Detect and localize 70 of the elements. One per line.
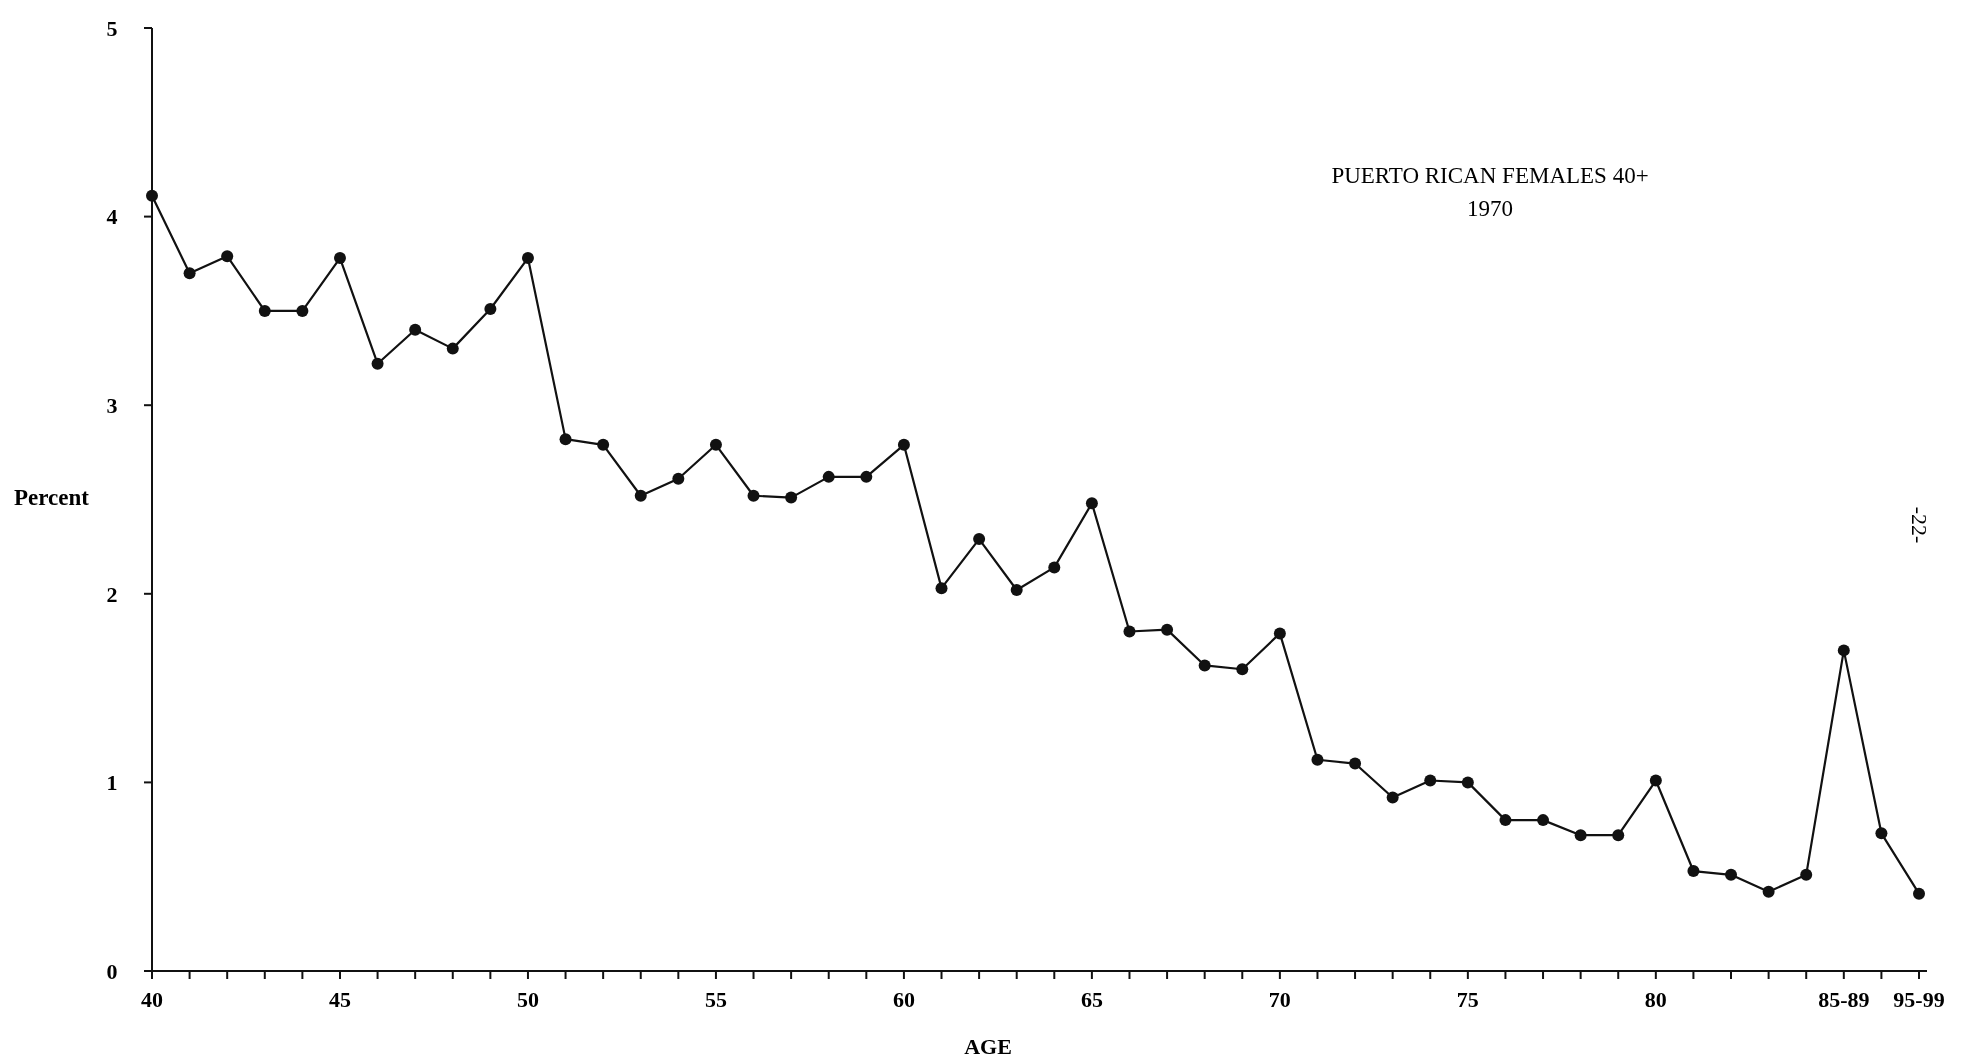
point: [559, 433, 572, 446]
point: [634, 489, 647, 502]
point: [333, 252, 346, 265]
point: [1273, 627, 1286, 640]
point: [860, 470, 873, 483]
y-tick-label: 0: [106, 958, 118, 984]
point: [1875, 827, 1888, 840]
point: [1424, 774, 1437, 787]
text: PUERTO RICAN FEMALES 40+: [1331, 163, 1649, 188]
point: [1048, 561, 1061, 574]
x-tick-label: 85-89: [1818, 987, 1870, 1012]
x-tick-label: 80: [1644, 987, 1667, 1012]
point: [747, 489, 760, 502]
point: [1010, 584, 1023, 597]
x-tick-label: 65: [1080, 987, 1103, 1012]
point: [1461, 776, 1474, 789]
point: [1725, 868, 1738, 881]
point: [973, 533, 986, 546]
y-axis-title: Percent: [14, 485, 90, 510]
point: [1574, 829, 1587, 842]
point: [935, 582, 948, 595]
x-tick-label: 40: [141, 987, 163, 1012]
point: [1311, 753, 1324, 766]
point: [1762, 885, 1775, 898]
x-tick-label: 50: [516, 987, 539, 1012]
point: [785, 491, 798, 504]
x-tick-label: 55: [704, 987, 727, 1012]
point: [1085, 497, 1098, 510]
point: [1913, 887, 1925, 900]
y-tick-label: 1: [106, 770, 118, 796]
point: [1349, 757, 1362, 770]
y-tick-label: 2: [106, 581, 118, 607]
x-tick-label: 75: [1456, 987, 1479, 1012]
point: [1800, 868, 1813, 881]
x-axis-title: AGE: [964, 1034, 1012, 1059]
point: [371, 357, 384, 370]
x-tick-label: 70: [1268, 987, 1291, 1012]
point: [484, 303, 497, 316]
y-tick-label: 4: [106, 204, 118, 230]
point: [1687, 865, 1700, 878]
text: 1970: [1467, 196, 1513, 221]
point: [258, 304, 271, 317]
point: [1123, 625, 1136, 638]
point: [1236, 663, 1249, 676]
point: [1499, 814, 1512, 827]
point: [183, 267, 196, 280]
point: [1612, 829, 1625, 842]
point: [296, 304, 309, 317]
point: [521, 252, 534, 265]
point: [221, 250, 234, 263]
point: [1198, 659, 1211, 672]
y-tick-label: 3: [106, 392, 118, 418]
point: [446, 342, 459, 355]
point: [409, 323, 422, 336]
point: [1161, 623, 1174, 636]
point: [672, 472, 685, 485]
point: [1386, 791, 1399, 804]
x-tick-label: 95-99: [1893, 987, 1945, 1012]
y-tick-label: 5: [106, 15, 118, 41]
annotation: -22-: [1907, 506, 1932, 544]
point: [822, 470, 835, 483]
point: [146, 189, 158, 202]
point: [1537, 814, 1550, 827]
point: [597, 438, 610, 451]
point: [1649, 774, 1662, 787]
point: [897, 438, 910, 451]
point: [709, 438, 722, 451]
x-tick-label: 45: [328, 987, 351, 1012]
point: [1837, 644, 1850, 657]
x-tick-label: 60: [892, 987, 915, 1012]
